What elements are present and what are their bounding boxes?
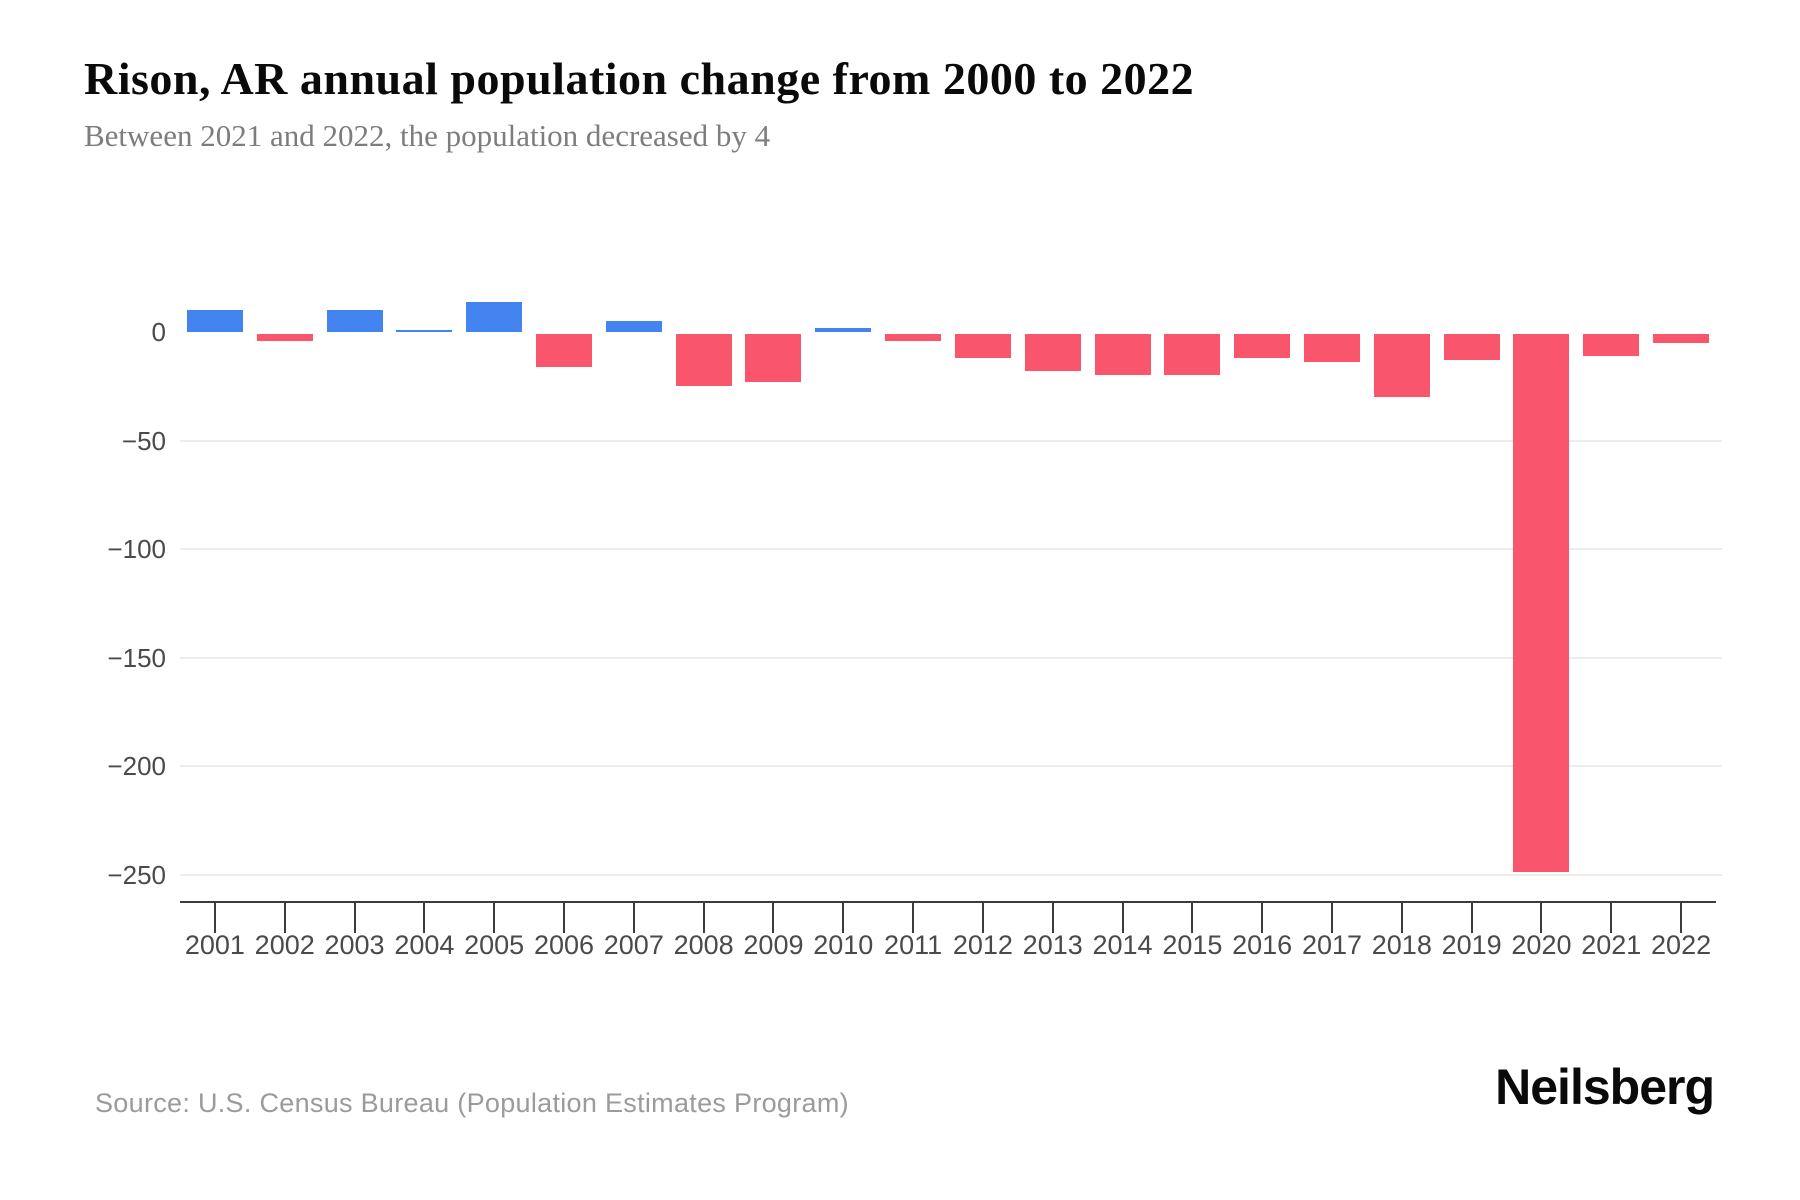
neilsberg-logo[interactable]: Neilsberg [1495, 1059, 1715, 1115]
x-axis-tick [772, 903, 775, 933]
x-axis-tick-label: 2018 [1371, 930, 1432, 960]
x-axis-tick-label: 2004 [394, 930, 455, 960]
bar-2015 [1164, 334, 1221, 376]
x-axis-tick [1051, 903, 1054, 933]
bar-2020 [1513, 334, 1570, 873]
gridline--50 [180, 439, 1722, 442]
bar-2019 [1443, 334, 1500, 361]
y-axis-tick-label: −150 [107, 642, 166, 673]
x-axis-tick-label: 2005 [464, 930, 525, 960]
x-axis-tick [842, 903, 845, 933]
y-axis-tick-label: −50 [121, 425, 166, 456]
bar-2013 [1024, 334, 1081, 371]
gridline--100 [180, 548, 1722, 551]
x-axis-tick-label: 2013 [1022, 930, 1083, 960]
gridline--200 [180, 765, 1722, 768]
x-axis-tick [1470, 903, 1473, 933]
gridline--250 [180, 873, 1722, 876]
bar-2017 [1304, 334, 1360, 363]
bar-2001 [186, 310, 243, 332]
x-axis-tick [493, 903, 496, 933]
bar-2004 [396, 329, 453, 332]
x-axis-line [180, 901, 1716, 903]
x-axis-tick-label: 2008 [673, 930, 734, 960]
gridline--150 [180, 656, 1722, 659]
bar-2008 [675, 334, 732, 387]
bar-2011 [885, 334, 942, 341]
bar-2009 [745, 334, 802, 382]
x-axis-tick [353, 903, 356, 933]
x-axis-tick [213, 903, 216, 933]
x-axis-tick [1331, 903, 1333, 933]
source-note: Source: U.S. Census Bureau (Population E… [95, 1088, 849, 1118]
x-axis-tick-label: 2011 [884, 930, 943, 960]
x-axis-tick-label: 2001 [184, 930, 245, 960]
x-axis-tick-label: 2017 [1301, 930, 1363, 960]
x-axis-tick-label: 2003 [324, 930, 385, 960]
x-axis-tick [1261, 903, 1264, 933]
x-axis-tick-label: 2021 [1581, 930, 1642, 960]
bar-2007 [605, 321, 662, 332]
x-axis-tick-label: 2002 [254, 930, 315, 960]
bar-2005 [466, 301, 523, 332]
y-axis-tick-label: 0 [151, 317, 166, 347]
bar-2002 [256, 334, 313, 341]
bar-2014 [1094, 334, 1151, 376]
bar-2018 [1373, 334, 1430, 397]
page-subtitle: Between 2021 and 2022, the population de… [84, 118, 771, 153]
x-axis-tick-label: 2012 [952, 930, 1013, 960]
page-title: Rison, AR annual population change from … [84, 53, 1195, 104]
x-axis-tick [1680, 903, 1683, 933]
bar-2016 [1234, 334, 1291, 358]
x-axis-tick [1400, 903, 1403, 933]
bar-2006 [536, 334, 592, 367]
y-axis-tick-label: −200 [107, 751, 166, 782]
x-axis-tick-label: 2019 [1441, 930, 1502, 960]
x-axis-tick-label: 2015 [1162, 930, 1223, 960]
x-axis-tick [981, 903, 984, 933]
bar-2012 [954, 334, 1011, 358]
x-axis-tick [1191, 903, 1194, 933]
y-axis-tick-label: −100 [107, 534, 166, 565]
x-axis-tick [283, 903, 286, 933]
bar-2003 [326, 310, 383, 332]
x-axis-tick [1610, 903, 1613, 933]
bar-2021 [1583, 334, 1640, 356]
x-axis-tick-label: 2014 [1092, 930, 1153, 960]
x-axis-tick [1540, 903, 1543, 933]
y-axis-tick-label: −250 [107, 859, 166, 890]
x-axis-tick-label: 2007 [603, 930, 664, 960]
x-axis-tick [423, 903, 426, 933]
x-axis-tick [632, 903, 635, 933]
x-axis-tick-label: 2006 [533, 930, 595, 960]
x-axis-tick-label: 2016 [1232, 930, 1293, 960]
bar-2010 [815, 327, 872, 332]
bar-2022 [1653, 334, 1710, 343]
x-axis-tick-label: 2020 [1511, 930, 1572, 960]
x-axis-tick-label: 2022 [1651, 930, 1712, 960]
x-axis-tick-label: 2009 [743, 930, 804, 960]
x-axis-tick-label: 2010 [813, 930, 874, 960]
x-axis-tick [563, 903, 565, 933]
x-axis-tick [912, 903, 915, 933]
x-axis-tick [702, 903, 705, 933]
x-axis-tick [1121, 903, 1124, 933]
